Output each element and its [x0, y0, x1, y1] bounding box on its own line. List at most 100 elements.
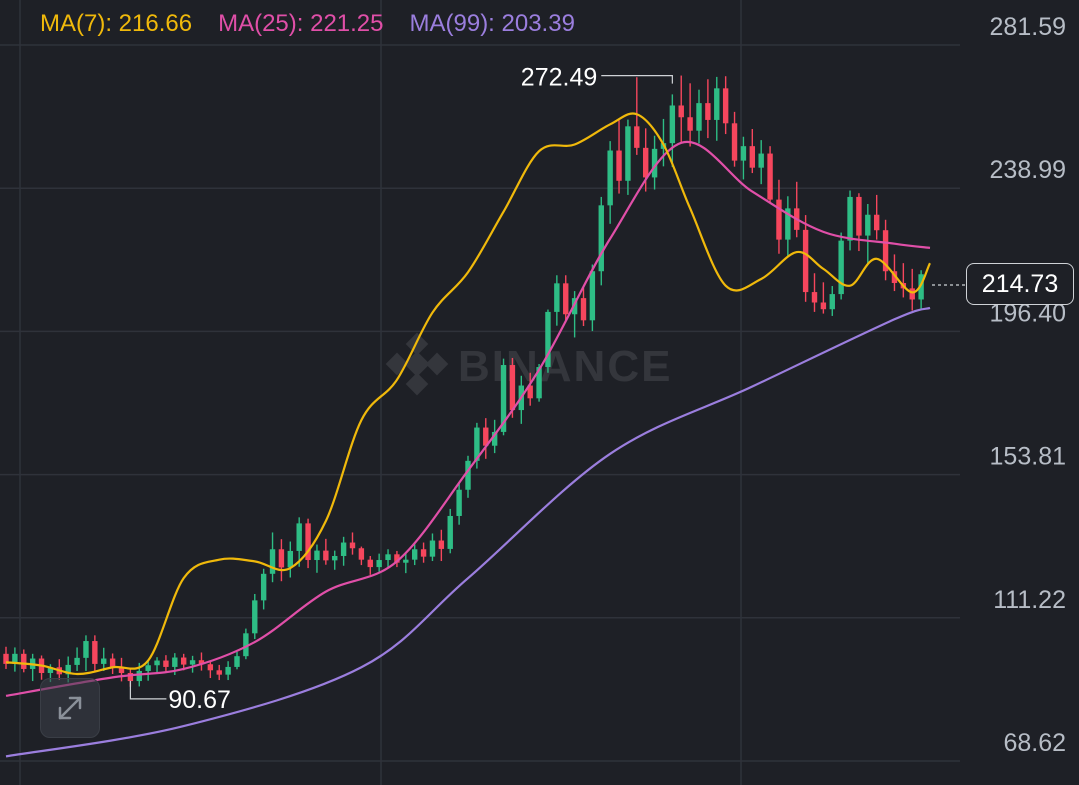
candle-body [749, 146, 756, 168]
candle-body [305, 523, 311, 561]
candle-body [536, 367, 542, 399]
expand-button[interactable] [40, 678, 100, 738]
candle-body [180, 657, 187, 665]
ma99-line [5, 306, 931, 758]
candle-body [714, 88, 720, 120]
candle-body [92, 641, 98, 664]
ma25-legend: MA(25): 221.25 [218, 10, 384, 37]
candle-body [589, 271, 596, 321]
candle-body [12, 653, 18, 664]
candle-body [918, 274, 924, 300]
candle-body [65, 664, 71, 675]
candle-body [509, 365, 516, 411]
expand-arrows-icon [58, 696, 82, 720]
candle-body [234, 656, 240, 667]
y-tick-label: 111.22 [993, 586, 1066, 614]
candle-body [545, 311, 551, 368]
candle-body [145, 665, 151, 671]
candle-body [838, 240, 844, 295]
candle-body [474, 427, 480, 461]
candle-body [340, 542, 347, 556]
candle-body [580, 298, 587, 321]
candle-body [420, 549, 427, 557]
watermark-text: BINANCE [458, 342, 672, 391]
y-tick-label: 281.59 [990, 13, 1066, 41]
candle-body [136, 670, 142, 682]
candle-body [909, 288, 915, 300]
candle-body [625, 126, 631, 181]
candle-body [687, 117, 693, 131]
candle-body [198, 660, 205, 665]
candle-body [554, 283, 560, 312]
candle-body [767, 153, 773, 200]
candle-body [856, 196, 862, 236]
candle-body [563, 283, 569, 315]
candle-body [260, 573, 267, 601]
candle-body [731, 123, 738, 161]
candle-body [358, 548, 365, 560]
candle-body [296, 523, 302, 551]
candle-body [376, 560, 382, 568]
candle-body [616, 150, 622, 181]
candle-body [172, 657, 178, 667]
candle-body [678, 105, 684, 118]
ma-legend: MA(7): 216.66 MA(25): 221.25 MA(99): 203… [40, 10, 575, 38]
candle-body [634, 126, 640, 148]
candle-body [21, 653, 27, 669]
y-tick-label: 68.62 [1003, 729, 1066, 757]
candle-body [207, 664, 214, 671]
low-price-label: 90.67 [168, 686, 231, 714]
candle-body [456, 489, 462, 516]
candle-body [314, 550, 320, 561]
candle-body [651, 148, 658, 178]
candle-body [127, 672, 134, 682]
candle-body [811, 292, 818, 303]
current-price-label: 214.73 [966, 263, 1074, 305]
candle-body [349, 542, 356, 549]
candle-body [403, 559, 409, 563]
candle-body [225, 666, 231, 675]
low-marker-line [129, 680, 167, 700]
candle-body [101, 658, 107, 664]
candle-body [865, 214, 871, 236]
candle-body [669, 105, 676, 144]
candle-body [323, 550, 329, 561]
y-tick-label: 238.99 [990, 156, 1066, 184]
candle-body [722, 88, 729, 124]
candle-body [847, 196, 853, 241]
candle-body [118, 666, 125, 673]
candle-body [243, 633, 249, 657]
candle-body [527, 385, 533, 399]
candle-body [109, 658, 116, 667]
candle-body [394, 554, 400, 563]
candle-body [429, 540, 436, 557]
candle-body [83, 641, 89, 658]
ma7-legend: MA(7): 216.66 [40, 10, 193, 37]
candle-body [873, 214, 880, 231]
ma99-legend: MA(99): 203.39 [409, 10, 575, 37]
candle-body [74, 657, 80, 665]
candle-body [491, 431, 498, 446]
candle-body [438, 540, 445, 549]
candle-body [598, 205, 604, 272]
candle-body [642, 147, 649, 178]
candle-body [47, 667, 54, 673]
candle-body [216, 670, 222, 675]
y-tick-label: 153.81 [990, 443, 1066, 471]
candle-body [447, 515, 453, 549]
candle-body [785, 208, 791, 240]
candle-body [3, 653, 9, 664]
candle-body [154, 660, 160, 666]
candle-body [776, 199, 782, 240]
candle-body [802, 229, 809, 293]
candle-body [411, 549, 418, 560]
candle-body [820, 302, 827, 310]
candle-body [465, 460, 471, 490]
candle-body [269, 549, 276, 574]
candle-body [287, 550, 294, 568]
candle-body [483, 427, 489, 446]
candle-body [189, 660, 196, 665]
candle-body [278, 549, 285, 568]
candle-body [607, 150, 613, 206]
